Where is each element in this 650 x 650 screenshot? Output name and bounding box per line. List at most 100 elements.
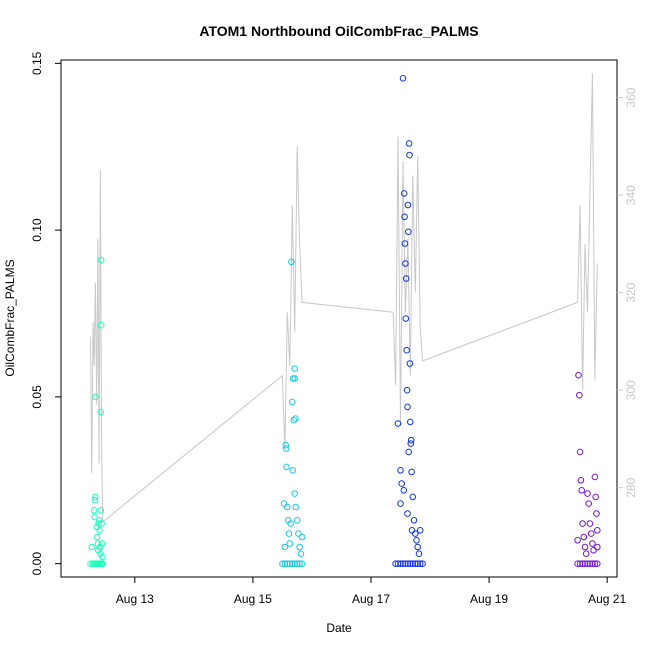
data-point (397, 560, 404, 568)
data-point (589, 560, 596, 568)
data-point (284, 560, 291, 568)
data-point (590, 547, 597, 554)
data-point (400, 487, 408, 494)
x-tick-label: Aug 21 (588, 592, 626, 606)
data-point (289, 560, 296, 568)
data-point (406, 360, 414, 367)
data-point (576, 391, 583, 399)
data-point (406, 151, 413, 159)
data-point (289, 398, 296, 406)
data-point (98, 520, 105, 527)
data-point (402, 560, 409, 568)
data-point (398, 480, 406, 487)
data-point (401, 213, 408, 221)
data-point (409, 560, 417, 568)
data-point (291, 375, 299, 382)
data-point (282, 445, 290, 452)
data-point (289, 467, 297, 474)
secondary-y-axis: 280 300 320 340 360 (617, 87, 638, 498)
data-point (579, 560, 586, 568)
data-point (290, 416, 298, 424)
data-point (403, 346, 411, 354)
data-point (404, 510, 411, 517)
data-point (292, 503, 300, 511)
y2-tick-label: 320 (624, 282, 638, 302)
x-axis-label: Date (326, 621, 352, 635)
data-point (97, 321, 105, 329)
data-point (579, 520, 586, 527)
data-point (414, 560, 422, 568)
data-point (400, 190, 408, 197)
data-point (584, 490, 591, 497)
data-point (404, 201, 412, 209)
data-point (291, 365, 299, 372)
data-point (295, 530, 302, 537)
y2-tick-label: 300 (624, 380, 638, 400)
data-point (292, 415, 299, 422)
data-point (280, 500, 288, 507)
data-point (402, 275, 410, 282)
data-point (401, 240, 409, 247)
data-point (281, 543, 289, 551)
data-point (98, 540, 106, 547)
y-tick-label: 0.15 (30, 51, 44, 75)
data-point (291, 560, 299, 568)
y-tick-label: 0.05 (30, 385, 44, 409)
x-tick-label: Aug 13 (116, 592, 154, 606)
data-point (574, 560, 581, 568)
data-point (413, 537, 420, 544)
data-point (407, 440, 415, 447)
y-tick-label: 0.00 (30, 552, 44, 576)
data-point (404, 560, 412, 568)
data-point (412, 530, 419, 537)
data-point (405, 448, 413, 456)
data-point (594, 560, 601, 568)
data-point (587, 530, 595, 537)
data-point (88, 543, 96, 551)
data-point (93, 533, 101, 541)
data-point (297, 550, 305, 558)
data-point (87, 560, 94, 568)
x-tick-label: Aug 19 (470, 592, 508, 606)
data-point (394, 560, 402, 568)
data-point (592, 493, 600, 501)
x-axis: Aug 13 Aug 15 Aug 17 Aug 19 Aug 21 (116, 576, 626, 606)
data-point (410, 517, 418, 524)
data-point (589, 540, 596, 547)
data-point (97, 507, 105, 514)
data-point (576, 560, 584, 568)
data-point (594, 543, 601, 551)
data-point (403, 386, 411, 394)
y2-tick-label: 340 (624, 185, 638, 205)
data-point (407, 560, 414, 568)
data-point (586, 520, 594, 527)
secondary-line-layer (90, 73, 598, 523)
data-point (90, 507, 98, 514)
data-point (92, 493, 99, 501)
data-point (593, 510, 600, 517)
data-point (402, 260, 409, 267)
data-point (414, 543, 422, 551)
data-point (585, 500, 593, 507)
data-point (97, 408, 105, 416)
points-layer (87, 75, 601, 568)
data-point (581, 543, 589, 551)
data-point (281, 560, 289, 568)
data-point (95, 520, 102, 527)
data-point (407, 418, 414, 426)
data-point (288, 258, 295, 266)
data-point (397, 467, 404, 474)
x-tick-label: Aug 15 (234, 592, 272, 606)
data-point (286, 560, 294, 568)
data-point (399, 560, 407, 568)
data-point (92, 393, 99, 401)
data-point (405, 228, 412, 236)
data-point (296, 543, 303, 551)
data-point (578, 487, 586, 494)
data-point (95, 547, 102, 554)
data-point (397, 500, 404, 507)
data-point (405, 140, 413, 147)
data-point (399, 75, 407, 82)
y2-tick-label: 280 (624, 477, 638, 497)
